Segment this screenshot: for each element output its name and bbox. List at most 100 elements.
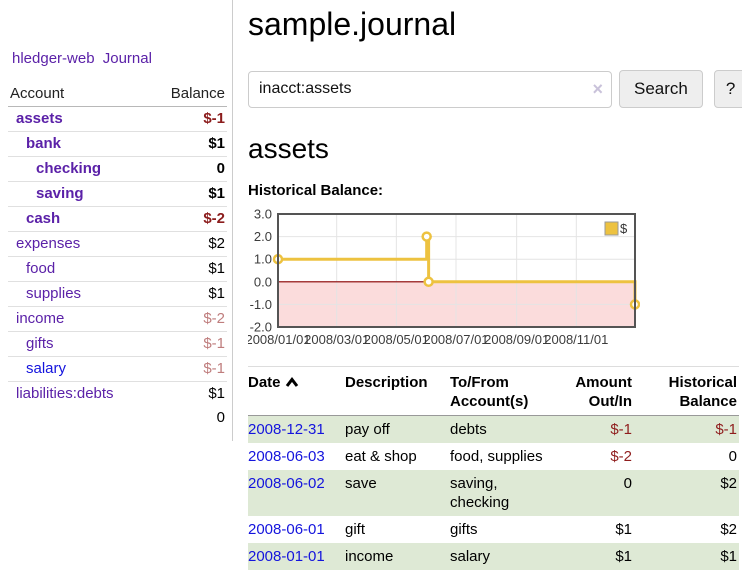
sidebar-account-link[interactable]: food [26, 260, 56, 277]
sidebar-account-link[interactable]: checking [36, 160, 102, 177]
x-tick-label: 2008/07/01 [423, 332, 488, 347]
account-row: bank $1 [8, 131, 227, 157]
transaction-amount: $1 [615, 521, 632, 538]
account-row: assets $-1 [8, 107, 227, 132]
sidebar-total-balance: 0 [216, 409, 225, 426]
account-row: saving $1 [8, 181, 227, 207]
transaction-balance: $-1 [715, 421, 737, 438]
transaction-row: 2008-06-03 eat & shop food, supplies $-2 0 [248, 443, 739, 470]
sidebar-account-link[interactable]: cash [26, 210, 61, 227]
y-tick-label: -2.0 [250, 320, 272, 335]
sidebar-accounts-table: Account Balance assets $-1 bank $1 checking 0… [8, 81, 227, 430]
transaction-date-link[interactable]: 2008-06-02 [248, 475, 325, 492]
sidebar-account-balance: $1 [117, 381, 227, 406]
account-heading: assets [248, 133, 329, 164]
transaction-amount: $-2 [610, 448, 632, 465]
sidebar-account-balance: $-1 [117, 331, 227, 357]
search-form: × Search ? [248, 70, 742, 108]
y-tick-label: 1.0 [254, 252, 272, 267]
sidebar-account-balance: $1 [117, 181, 227, 207]
help-button[interactable]: ? [713, 70, 742, 108]
sidebar-account-link[interactable]: liabilities:debts [16, 385, 114, 402]
account-row: supplies $1 [8, 281, 227, 307]
account-row: liabilities:debts $1 [8, 381, 227, 406]
account-row: income $-2 [8, 306, 227, 332]
transaction-balance: $1 [720, 548, 737, 565]
legend-label: $ [620, 221, 628, 236]
transaction-date-cell: 2008-06-03 [248, 443, 345, 470]
x-tick-label: 2008/11/01 [544, 332, 608, 347]
sidebar-account-link[interactable]: saving [36, 185, 84, 202]
account-row: expenses $2 [8, 231, 227, 257]
transaction-date-link[interactable]: 2008-06-01 [248, 521, 325, 538]
sidebar-account-link[interactable]: gifts [26, 335, 54, 352]
sidebar-table-body: assets $-1 bank $1 checking 0 saving $1 cash $-2 e… [8, 107, 227, 406]
transaction-balance: $2 [720, 475, 737, 492]
account-row: salary $-1 [8, 356, 227, 382]
transaction-accounts: food, supplies [450, 448, 543, 465]
clear-search-icon[interactable]: × [592, 78, 603, 99]
y-tick-label: 3.0 [254, 208, 272, 222]
transaction-accounts: salary [450, 548, 491, 565]
search-button[interactable]: Search [619, 70, 703, 108]
transaction-date-link[interactable]: 2008-06-03 [248, 448, 325, 465]
register-header-date[interactable]: Date [248, 366, 345, 416]
sidebar-account-link[interactable]: bank [26, 135, 62, 152]
register-header-amount: Amount Out/In [562, 366, 642, 416]
legend-swatch [604, 221, 619, 236]
transaction-date-cell: 2008-06-01 [248, 516, 345, 543]
search-input[interactable] [248, 70, 612, 108]
sidebar-account-balance: $1 [117, 281, 227, 307]
transaction-amount: $1 [615, 548, 632, 565]
sidebar-account-link[interactable]: supplies [26, 285, 82, 302]
transaction-description: income [345, 548, 394, 565]
transaction-row: 2008-01-01 income salary $1 $1 [248, 543, 739, 570]
sort-ascending-icon [285, 377, 298, 387]
sidebar-account-link[interactable]: assets [16, 110, 63, 127]
transaction-description: pay off [345, 421, 390, 438]
sidebar-account-link[interactable]: salary [26, 360, 67, 377]
transaction-date-link[interactable]: 2008-01-01 [248, 548, 325, 565]
sidebar-account-link[interactable]: expenses [16, 235, 81, 252]
transaction-balance: $2 [720, 521, 737, 538]
main-content: sample.journal × Search ? assets Histori… [248, 0, 742, 570]
sidebar-account-balance: $-1 [203, 110, 225, 127]
transaction-accounts: saving, checking [450, 475, 510, 511]
data-point-marker [421, 231, 432, 242]
sidebar-item-journal[interactable]: Journal [102, 50, 152, 67]
register-header-description: Description [345, 366, 450, 416]
app-brand-link[interactable]: hledger-web [12, 50, 95, 67]
sidebar-total-row: 0 [8, 406, 227, 430]
sidebar-account-link[interactable]: income [16, 310, 65, 327]
x-tick-label: 2008/05/01 [364, 332, 429, 347]
y-tick-label: 0.0 [254, 274, 272, 289]
account-row: cash $-2 [8, 206, 227, 232]
account-column-header: Account [8, 81, 118, 107]
y-tick-label: 2.0 [254, 229, 272, 244]
register-header-balance: Historical Balance [642, 366, 739, 416]
balance-column-header: Balance [117, 81, 227, 107]
x-tick-label: 2008/03/01 [304, 332, 369, 347]
register-table: Date Description To/From Account(s) Amou… [248, 366, 739, 570]
register-header-accounts: To/From Account(s) [450, 366, 562, 416]
sidebar-account-balance: $1 [117, 256, 227, 282]
transaction-balance: 0 [728, 448, 737, 465]
account-row: checking 0 [8, 156, 227, 182]
transaction-row: 2008-06-01 gift gifts $1 $2 [248, 516, 739, 543]
x-tick-label: 2008/09/01 [484, 332, 549, 347]
transaction-date-link[interactable]: 2008-12-31 [248, 421, 325, 438]
transaction-row: 2008-12-31 pay off debts $-1 $-1 [248, 415, 739, 443]
sidebar-account-balance: $-2 [117, 206, 227, 232]
transaction-accounts: debts [450, 421, 487, 438]
sidebar: hledger-web Journal Account Balance asse… [0, 0, 233, 441]
balance-chart: 3.0 2.0 1.0 0.0 -1.0 -2.02008/01/012008/03/01… [248, 208, 640, 347]
register-table-body: 2008-12-31 pay off debts $-1 $-1 2008-06-03 ea… [248, 415, 739, 570]
transaction-amount: 0 [623, 475, 632, 492]
transaction-description: eat & shop [345, 448, 417, 465]
sidebar-account-balance: $1 [117, 131, 227, 157]
plot-border [277, 213, 636, 328]
transaction-row: 2008-06-02 save saving, checking 0 $2 [248, 470, 739, 516]
y-tick-label: -1.0 [250, 297, 272, 312]
sidebar-account-balance: $2 [117, 231, 227, 257]
transaction-accounts: gifts [450, 521, 478, 538]
